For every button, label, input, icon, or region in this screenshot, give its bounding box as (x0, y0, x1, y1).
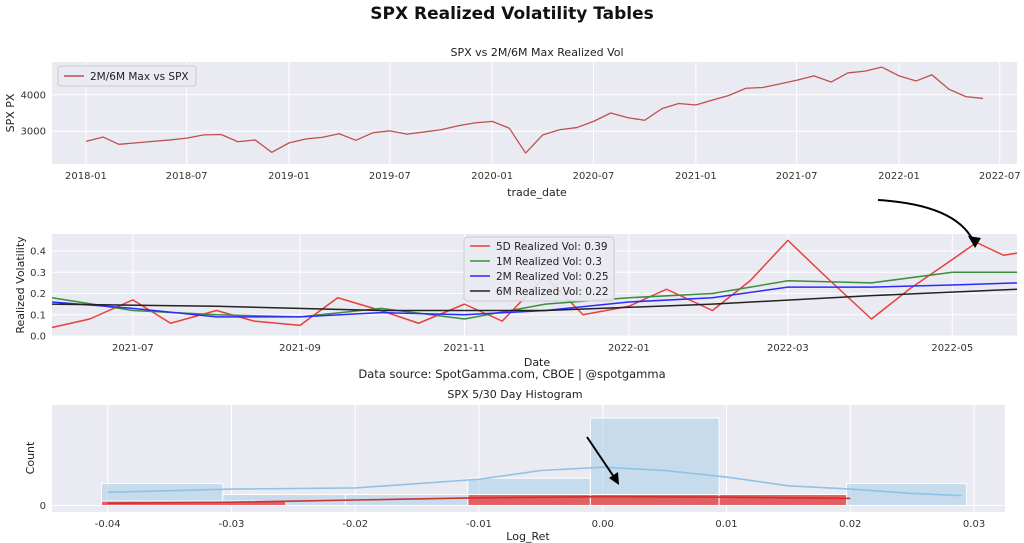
x-tick-label: 2022-03 (767, 343, 809, 354)
vol-panel: 2021-07 2021-09 2021-11 2022-01 2022-03 2022-… (14, 199, 1018, 369)
hist-bar-30day (718, 494, 848, 506)
hist-chart-title: SPX 5/30 Day Histogram (447, 388, 582, 401)
vol-1m-line (51, 271, 1017, 320)
hist-panel: SPX 5/30 Day Histogram -0.04 -0.03 -0.02 -0… (24, 388, 1005, 543)
x-tick-label: 0.02 (839, 519, 861, 530)
spx-x-label: trade_date (507, 186, 567, 199)
x-tick-label: 2020-01 (471, 171, 513, 182)
x-tick-label: 2019-01 (268, 171, 310, 182)
y-tick-label: 0 (40, 501, 46, 512)
spx-y-ticks: 3000 4000 (21, 90, 46, 137)
vol-legend-2m: 2M Realized Vol: 0.25 (496, 271, 609, 283)
x-tick-label: 0.01 (715, 519, 737, 530)
x-tick-label: 2020-07 (573, 171, 615, 182)
x-tick-label: 2018-01 (65, 171, 107, 182)
x-tick-label: 2022-07 (979, 171, 1021, 182)
y-tick-label: 0.3 (30, 268, 46, 279)
hist-bar-5day (589, 417, 720, 506)
x-tick-label: -0.04 (95, 519, 121, 530)
vol-legend-6m: 6M Realized Vol: 0.22 (496, 286, 609, 298)
vol-y-ticks: 0.0 0.1 0.2 0.3 0.4 (30, 247, 46, 343)
y-tick-label: 0.1 (30, 310, 46, 321)
vol-x-ticks: 2021-07 2021-09 2021-11 2022-01 2022-03 2022-… (112, 343, 973, 354)
x-tick-label: -0.02 (342, 519, 368, 530)
page-title: SPX Realized Volatility Tables (370, 4, 654, 24)
vol-legend-5d: 5D Realized Vol: 0.39 (496, 241, 608, 253)
x-tick-label: 0.03 (963, 519, 985, 530)
vol-legend: 5D Realized Vol: 0.39 1M Realized Vol: 0… (463, 236, 615, 302)
x-tick-label: 2018-07 (166, 171, 208, 182)
spx-line (85, 66, 984, 154)
x-tick-label: 2022-05 (931, 343, 973, 354)
y-tick-label: 0.0 (30, 332, 46, 343)
x-tick-label: 2021-07 (112, 343, 154, 354)
hist-y-ticks: 0 (40, 501, 46, 512)
spx-plot-area (52, 62, 1017, 164)
annotation-arrowhead (968, 236, 981, 248)
spx-gridlines (52, 62, 1017, 164)
x-tick-label: -0.03 (219, 519, 245, 530)
hist-y-label: Count (24, 441, 37, 474)
x-tick-label: 2021-09 (279, 343, 321, 354)
x-tick-label: 2022-01 (608, 343, 650, 354)
annotation-arrow-straight (586, 436, 617, 481)
y-tick-label: 4000 (21, 90, 46, 101)
spx-chart-title: SPX vs 2M/6M Max Realized Vol (450, 46, 623, 59)
hist-bar-30day (467, 494, 591, 506)
x-tick-label: -0.01 (466, 519, 492, 530)
hist-x-label: Log_Ret (506, 530, 550, 543)
vol-6m-line (51, 288, 1018, 312)
x-tick-label: 2021-11 (444, 343, 486, 354)
spx-y-label: SPX PX (4, 93, 17, 132)
x-tick-label: 0.00 (592, 519, 614, 530)
spx-x-ticks: 2018-01 2018-07 2019-01 2019-07 2020-01 2020-… (65, 171, 1021, 182)
hist-x-ticks: -0.04 -0.03 -0.02 -0.01 0.00 0.01 0.02 0.03 (95, 519, 985, 530)
hist-series (101, 417, 968, 506)
source-note: Data source: SpotGamma.com, CBOE | @spot… (358, 367, 666, 381)
annotation-arrowhead-2 (609, 472, 619, 485)
x-tick-label: 2022-01 (878, 171, 920, 182)
spx-panel: SPX vs 2M/6M Max Realized Vol 2018-01 201… (4, 46, 1021, 199)
y-tick-label: 0.4 (30, 247, 46, 258)
x-tick-label: 2021-01 (675, 171, 717, 182)
vol-legend-box (463, 236, 615, 302)
spx-legend: 2M/6M Max vs SPX (57, 65, 197, 87)
spx-series (85, 66, 984, 154)
kde-line-30day (107, 495, 851, 505)
y-tick-label: 3000 (21, 127, 46, 138)
vol-x-label: Date (524, 356, 551, 369)
y-tick-label: 0.2 (30, 289, 46, 300)
x-tick-label: 2019-07 (369, 171, 411, 182)
vol-legend-1m: 1M Realized Vol: 0.3 (496, 256, 602, 268)
kde-line-5day (107, 466, 962, 497)
x-tick-label: 2021-07 (776, 171, 818, 182)
spx-legend-label: 2M/6M Max vs SPX (90, 71, 189, 83)
spx-legend-box (57, 65, 197, 87)
vol-y-label: Realized Volatility (14, 236, 27, 334)
